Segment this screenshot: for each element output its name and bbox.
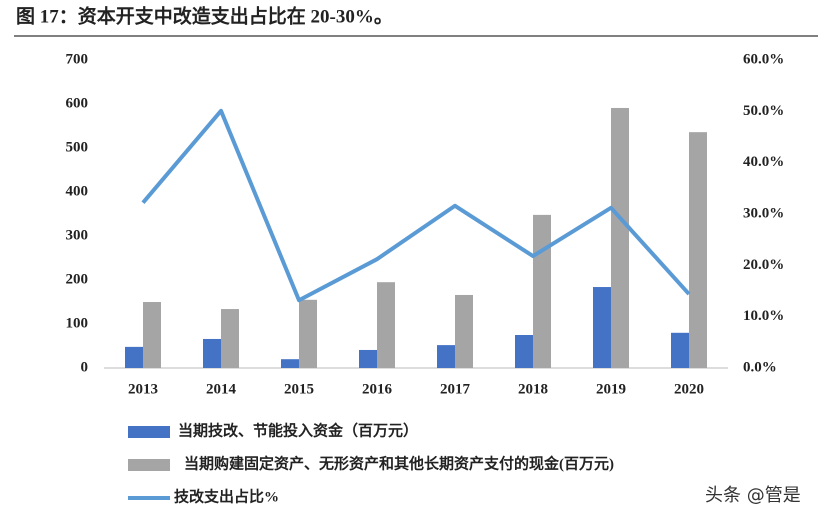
- watermark: 头条 @管是: [705, 485, 801, 506]
- x-tick-label: 2020: [674, 381, 704, 397]
- legend-swatch: [128, 426, 170, 438]
- y2-tick-label: 20.0%: [743, 257, 784, 273]
- x-tick-label: 2016: [362, 381, 393, 397]
- bar: [593, 287, 611, 368]
- y-tick-label: 500: [66, 139, 89, 155]
- bar: [689, 132, 707, 368]
- y-tick-label: 700: [66, 51, 89, 67]
- x-tick-label: 2013: [128, 381, 158, 397]
- y2-tick-label: 40.0%: [743, 154, 784, 170]
- legend-label: 当期购建固定资产、无形资产和其他长期资产支付的现金(百万元): [184, 454, 614, 472]
- y2-tick-label: 60.0%: [743, 51, 784, 67]
- x-tick-label: 2014: [206, 381, 237, 397]
- y-tick-label: 300: [66, 227, 89, 243]
- legend-label: 当期技改、节能投入资金（百万元）: [178, 421, 418, 439]
- bar: [299, 299, 317, 368]
- bar: [611, 107, 629, 369]
- y-tick-label: 400: [66, 183, 89, 199]
- y2-tick-label: 50.0%: [743, 103, 784, 119]
- bar: [533, 214, 551, 368]
- bar: [671, 332, 689, 368]
- bar: [437, 345, 455, 368]
- bar: [203, 338, 221, 368]
- y-tick-label: 100: [66, 315, 89, 331]
- y-tick-label: 600: [66, 95, 89, 111]
- y-tick-label: 0: [81, 359, 89, 375]
- y2-tick-label: 0.0%: [743, 359, 777, 375]
- bar: [125, 346, 143, 368]
- x-tick-label: 2019: [596, 381, 626, 397]
- chart-title: 图 17：资本开支中改造支出占比在 20-30%。: [16, 4, 393, 27]
- line: [141, 108, 691, 303]
- bar: [221, 309, 239, 368]
- bar: [359, 349, 377, 368]
- y-tick-label: 200: [66, 271, 89, 287]
- legend-swatch: [128, 459, 170, 471]
- bar: [377, 282, 395, 368]
- legend-label: 技改支出占比%: [174, 487, 279, 505]
- bar: [455, 294, 473, 368]
- bar: [515, 335, 533, 368]
- y2-tick-label: 10.0%: [743, 308, 784, 324]
- x-tick-label: 2018: [518, 381, 548, 397]
- x-tick-label: 2017: [440, 381, 471, 397]
- y2-tick-label: 30.0%: [743, 205, 784, 221]
- bar: [143, 302, 161, 368]
- bar: [281, 359, 299, 368]
- x-tick-label: 2015: [284, 381, 314, 397]
